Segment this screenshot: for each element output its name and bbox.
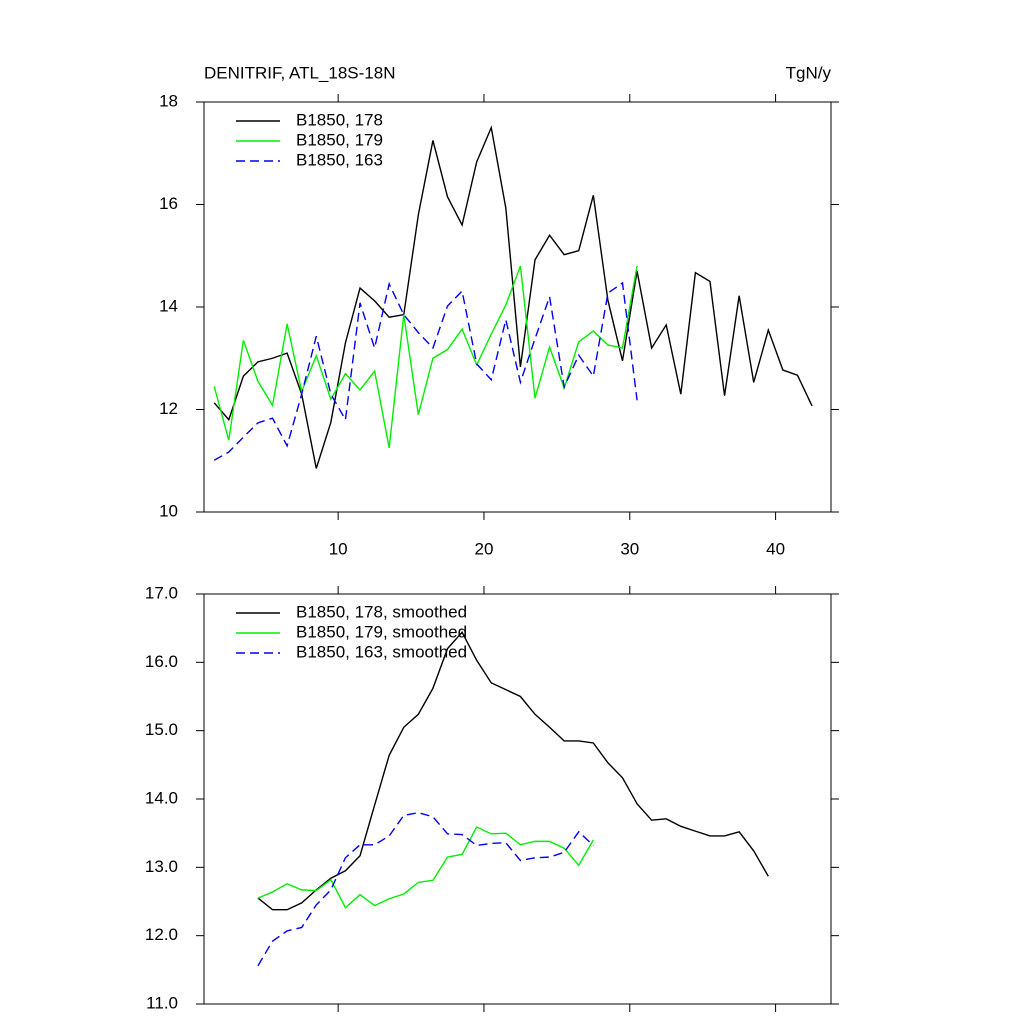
series-line xyxy=(213,281,638,461)
x-tick-label: 20 xyxy=(475,539,494,558)
y-tick-label: 18 xyxy=(159,91,178,110)
legend-label: B1850, 178, smoothed xyxy=(296,602,467,621)
y-tick-label: 13.0 xyxy=(145,857,178,876)
series-line xyxy=(213,125,813,469)
y-tick-label: 10 xyxy=(159,501,178,520)
y-tick-label: 16.0 xyxy=(145,652,178,671)
y-tick-label: 14 xyxy=(159,296,178,315)
units-label: TgN/y xyxy=(786,63,832,82)
y-tick-label: 12 xyxy=(159,399,178,418)
y-tick-label: 12.0 xyxy=(145,925,178,944)
chart-title: DENITRIF, ATL_18S-18N xyxy=(204,63,395,82)
legend-label: B1850, 178 xyxy=(296,110,383,129)
x-tick-label: 10 xyxy=(329,539,348,558)
y-tick-label: 15.0 xyxy=(145,720,178,739)
y-tick-label: 17.0 xyxy=(145,583,178,602)
y-tick-label: 14.0 xyxy=(145,788,178,807)
x-tick-label: 40 xyxy=(766,539,785,558)
legend-label: B1850, 163 xyxy=(296,150,383,169)
legend-label: B1850, 179 xyxy=(296,130,383,149)
x-tick-label: 30 xyxy=(620,539,639,558)
series-line xyxy=(257,811,594,967)
series-line xyxy=(257,826,594,909)
y-tick-label: 16 xyxy=(159,194,178,213)
legend-label: B1850, 163, smoothed xyxy=(296,642,467,661)
series-line xyxy=(257,631,769,911)
legend-label: B1850, 179, smoothed xyxy=(296,622,467,641)
y-tick-label: 11.0 xyxy=(146,993,178,1012)
